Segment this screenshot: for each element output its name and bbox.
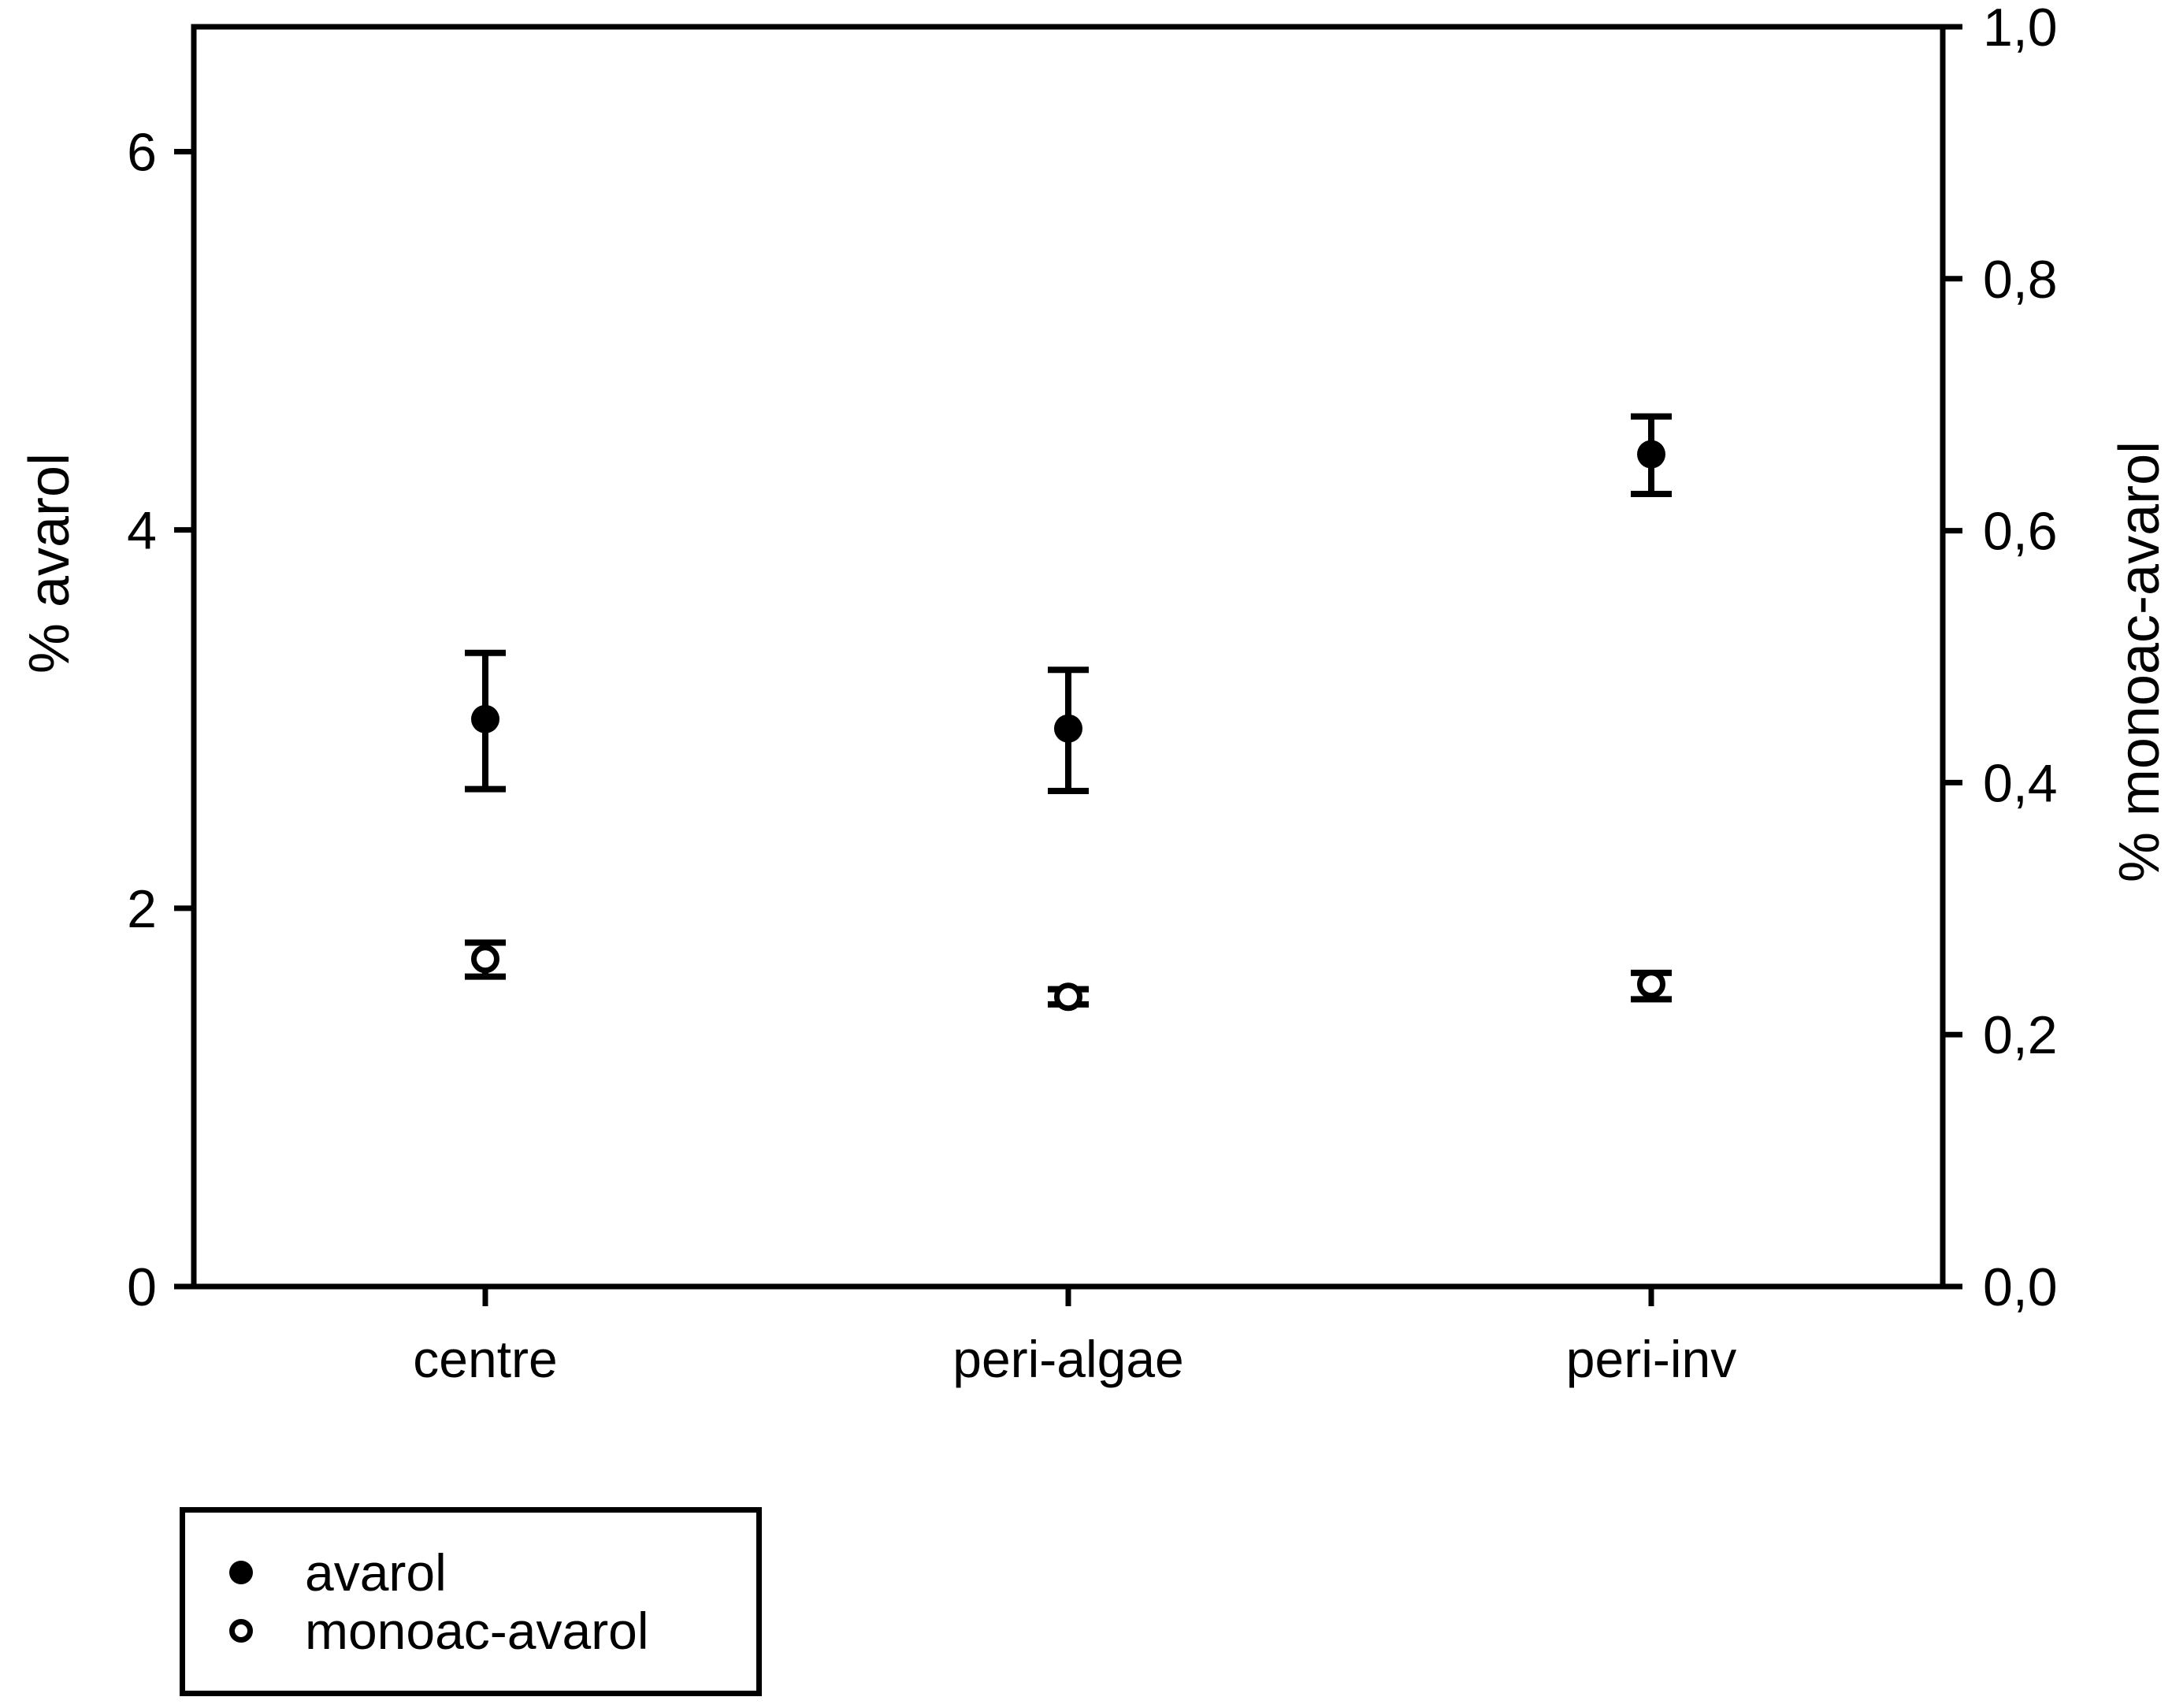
right-axis-title: % monoac-avarol xyxy=(2108,441,2171,882)
right-axis-tick-label: 0,4 xyxy=(1983,753,2058,813)
data-point-monoac-avarol-peri-inv xyxy=(1637,970,1665,999)
data-point-avarol-peri-inv xyxy=(1637,440,1665,469)
data-point-avarol-centre xyxy=(471,704,499,733)
plot-frame xyxy=(191,24,1946,1290)
right-axis-tick-label: 0,6 xyxy=(1983,502,2058,562)
data-point-monoac-avarol-centre xyxy=(471,945,499,974)
right-axis-tick-label: 0,0 xyxy=(1983,1257,2058,1317)
left-axis-title: % avarol xyxy=(18,453,81,674)
left-axis-tick-label: 4 xyxy=(127,501,157,561)
left-axis-tick-label: 0 xyxy=(127,1257,157,1317)
x-axis-tick-label: peri-inv xyxy=(1566,1330,1736,1388)
right-axis-tick-label: 1,0 xyxy=(1983,0,2058,58)
legend-item-monoac-avarol: monoac-avarol xyxy=(185,1602,756,1660)
open-circle-icon xyxy=(229,1619,253,1643)
legend: avarol monoac-avarol xyxy=(180,1507,762,1696)
legend-label-avarol: avarol xyxy=(305,1543,447,1602)
legend-label-monoac-avarol: monoac-avarol xyxy=(305,1602,649,1660)
right-axis-tick-label: 0,8 xyxy=(1983,250,2058,310)
data-point-monoac-avarol-peri-algae xyxy=(1054,982,1082,1012)
left-axis-tick-label: 2 xyxy=(127,879,157,939)
x-axis-tick-label: peri-algae xyxy=(952,1330,1184,1388)
legend-item-avarol: avarol xyxy=(185,1543,756,1602)
filled-circle-icon xyxy=(229,1561,253,1584)
right-axis-tick-label: 0,2 xyxy=(1983,1005,2058,1065)
data-point-avarol-peri-algae xyxy=(1054,714,1082,743)
x-axis-tick-label: centre xyxy=(413,1330,557,1388)
left-axis-tick-label: 6 xyxy=(127,122,157,182)
